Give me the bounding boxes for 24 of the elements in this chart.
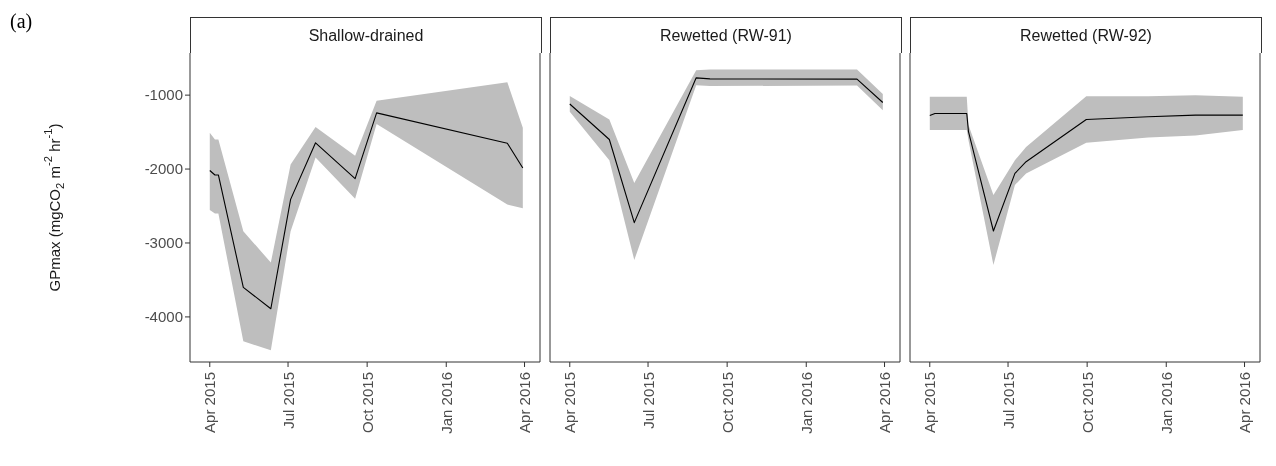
x-tick-label: Oct 2015 xyxy=(718,372,736,433)
x-tick-label: Apr 2016 xyxy=(1236,372,1254,433)
chart-title: Shallow-drained xyxy=(190,17,542,53)
y-tick-label: -3000 xyxy=(144,234,183,252)
chart-title: Rewetted (RW-91) xyxy=(550,17,902,53)
x-tick-label: Jul 2015 xyxy=(999,372,1017,429)
x-tick-label: Jul 2015 xyxy=(639,372,657,429)
x-tick-label: Jan 2016 xyxy=(797,372,815,434)
x-tick-label: Oct 2015 xyxy=(358,372,376,433)
x-tick-label: Apr 2015 xyxy=(561,372,579,433)
x-tick-label: Apr 2016 xyxy=(876,372,894,433)
y-tick-label: -4000 xyxy=(144,308,183,326)
x-tick-label: Jan 2016 xyxy=(1157,372,1175,434)
x-tick-label: Apr 2016 xyxy=(516,372,534,433)
x-tick-label: Jul 2015 xyxy=(279,372,297,429)
x-tick-label: Apr 2015 xyxy=(921,372,939,433)
y-tick-label: -1000 xyxy=(144,86,183,104)
x-tick-label: Oct 2015 xyxy=(1078,372,1096,433)
x-tick-label: Jan 2016 xyxy=(437,372,455,434)
chart-title: Rewetted (RW-92) xyxy=(910,17,1262,53)
line-series xyxy=(209,112,524,310)
x-tick-label: Apr 2015 xyxy=(201,372,219,433)
y-tick-label: -2000 xyxy=(144,160,183,178)
text: (a) xyxy=(10,10,33,33)
